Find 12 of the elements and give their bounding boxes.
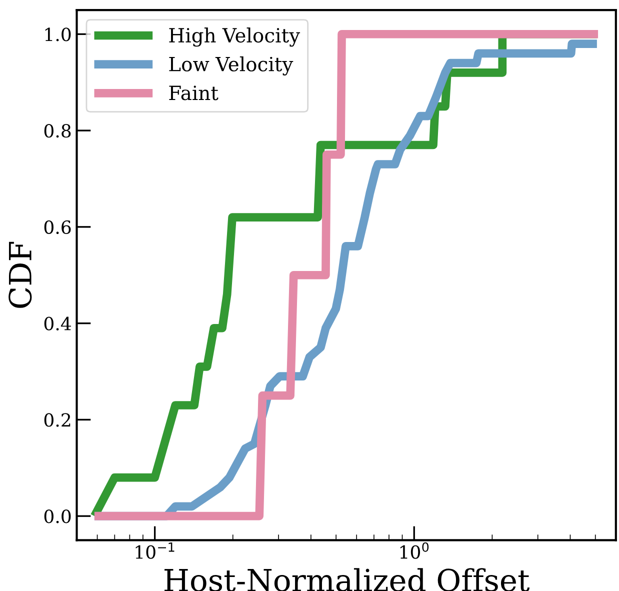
y-tick-label: 0.0 [44,510,71,524]
y-tick-label: 0.4 [44,316,71,330]
x-tick-label: 10$^{−1}$ [136,542,174,559]
y-axis-title: CDF [8,242,32,308]
legend-label: Low Velocity [169,56,294,76]
y-tick-label: 1.0 [45,28,71,42]
legend-label: High Velocity [169,28,300,47]
y-tick-label: 0.2 [44,413,70,427]
x-tick-label: 10$^{0}$ [400,542,429,559]
y-tick-label: 0.6 [44,220,71,234]
y-tick-label: 0.8 [44,124,71,138]
legend-label: Faint [169,86,218,100]
